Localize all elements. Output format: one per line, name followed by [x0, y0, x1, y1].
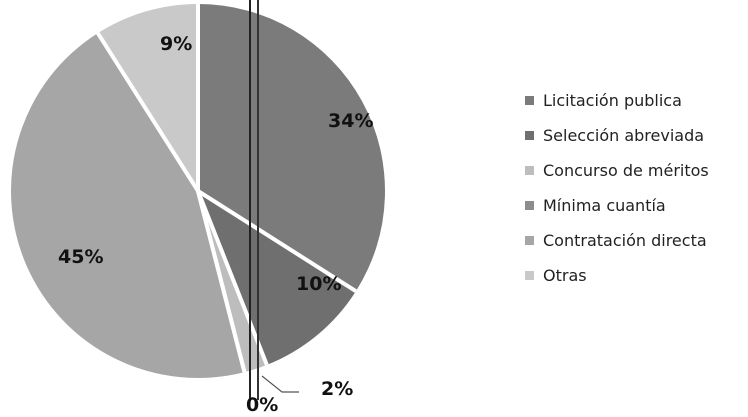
slice-separator — [196, 189, 357, 293]
legend-label: Otras — [543, 265, 587, 285]
pie-slice-otras — [97, 4, 198, 191]
legend-swatch — [525, 165, 534, 175]
legend-swatch — [525, 130, 534, 140]
legend-label: Selección abreviada — [543, 125, 705, 145]
legend-item-seleccion-abreviada: Selección abreviada — [525, 123, 709, 147]
legend-item-contratacion-directa: Contratación directa — [525, 228, 709, 252]
legend-label: Concurso de méritos — [543, 160, 709, 180]
data-label-licitacion-publica: 34% — [328, 110, 373, 132]
legend-swatch — [525, 270, 534, 280]
data-label-concurso-de-meritos: 2% — [321, 378, 353, 400]
legend-label: Licitación publica — [543, 90, 682, 110]
legend-swatch — [525, 95, 534, 105]
pie-slice-contratacion-directa — [10, 33, 245, 379]
pie-slice-seleccion-abreviada — [198, 191, 356, 365]
data-label-minima-cuantia: 0% — [246, 394, 278, 416]
legend-label: Contratación directa — [543, 230, 707, 250]
legend-item-licitacion-publica: Licitación publica — [525, 88, 709, 112]
data-label-seleccion-abreviada: 10% — [296, 273, 341, 295]
legend-swatch — [525, 235, 534, 245]
chart-legend: Licitación publica Selección abreviada Con… — [525, 88, 709, 298]
slice-separator — [96, 32, 200, 193]
leader-line-2pct — [261, 375, 299, 393]
slice-separator — [196, 190, 247, 373]
slice-separator — [196, 190, 269, 366]
legend-item-otras: Otras — [525, 263, 709, 287]
legend-label: Mínima cuantía — [543, 195, 666, 215]
legend-item-minima-cuantia: Mínima cuantía — [525, 193, 709, 217]
data-label-otras: 9% — [160, 33, 192, 55]
legend-swatch — [525, 200, 534, 210]
data-label-contratacion-directa: 45% — [58, 246, 103, 268]
legend-item-concurso-de-meritos: Concurso de méritos — [525, 158, 709, 182]
